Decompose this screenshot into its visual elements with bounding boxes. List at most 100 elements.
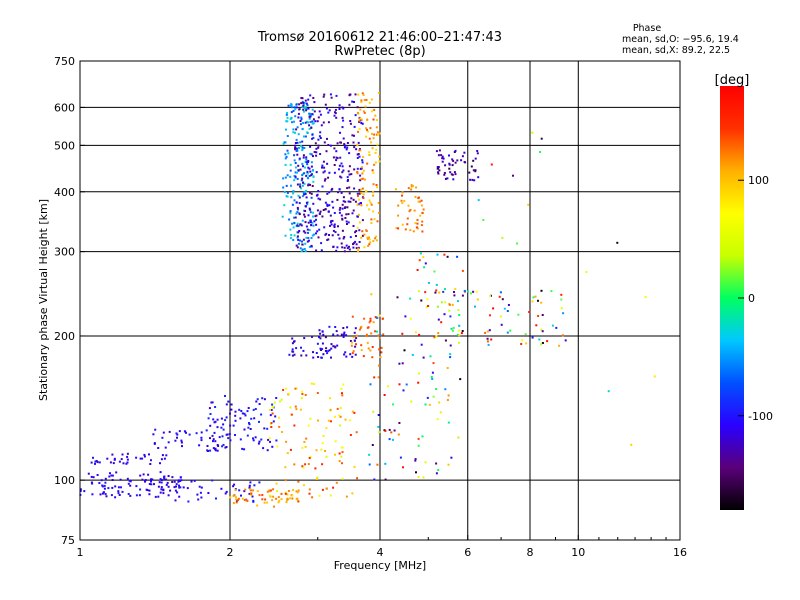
data-point [284,492,287,495]
data-point [300,116,303,119]
data-point [83,490,86,493]
data-point [258,494,261,497]
data-point [315,194,318,197]
data-point [363,246,366,249]
data-point [308,124,311,127]
data-point [317,138,320,141]
data-point [415,186,418,189]
data-point [277,496,280,499]
data-point [294,387,297,390]
data-point [312,351,314,354]
data-point [111,474,114,477]
data-point [486,337,489,340]
data-point [166,481,169,484]
data-point [356,144,359,147]
data-point [283,141,286,144]
data-point [369,241,372,244]
data-point [319,210,322,213]
data-point [336,198,339,201]
data-point [340,455,343,458]
data-point [341,116,344,119]
data-point [294,144,297,147]
data-point [198,485,201,488]
data-point [287,490,290,492]
data-point [114,485,117,488]
y-tick-label: 200 [54,330,75,343]
data-point [285,184,288,187]
data-point [209,437,211,440]
data-point [285,113,288,116]
y-tick-label: 400 [54,186,75,199]
data-point [372,137,375,140]
data-point [307,107,310,110]
data-point [468,171,471,174]
data-point [358,149,361,152]
data-point [102,491,105,494]
data-point [362,156,365,159]
data-point [292,226,295,229]
data-point [367,326,370,329]
data-point [302,156,305,159]
data-point [313,220,316,223]
data-point [286,493,289,496]
data-point [263,501,266,504]
data-point [326,192,329,195]
data-point [341,462,343,465]
data-point [461,269,464,272]
data-point [373,108,376,111]
data-point [388,428,391,431]
data-point [295,490,298,493]
data-point [540,301,543,304]
data-point [177,479,180,482]
data-point [444,164,447,167]
data-point [321,442,324,445]
data-point [141,457,144,460]
data-point [324,178,327,181]
data-point [541,342,544,344]
data-point [94,462,96,465]
data-point [146,489,149,492]
data-point [420,224,423,227]
data-point [535,324,538,327]
data-point [314,120,317,123]
data-point [264,498,267,501]
data-point [238,408,241,411]
data-point [322,333,325,336]
data-point [409,229,412,232]
data-point [348,248,351,251]
data-point [349,434,352,436]
data-point [253,417,256,420]
data-point [310,196,313,199]
data-point [376,220,379,223]
data-point [247,426,250,429]
data-point [448,309,451,312]
data-point [301,106,304,109]
data-point [371,169,374,172]
data-point [235,498,238,501]
data-point [311,173,313,176]
data-point [118,494,121,496]
data-point [474,157,477,160]
data-point [285,155,288,158]
data-point [456,159,459,162]
data-point [307,166,310,169]
data-point [487,343,490,346]
data-point [330,343,333,346]
data-point [306,120,309,123]
data-point [188,433,191,436]
data-point [360,192,363,194]
data-point [355,334,358,337]
data-point [340,214,343,217]
data-point [343,353,346,356]
data-point [324,201,327,204]
data-point [451,158,454,161]
data-point [349,200,352,203]
data-point [329,214,332,217]
data-point [309,145,312,148]
data-point [290,413,293,416]
data-point [180,439,183,442]
data-point [334,231,337,234]
data-point [555,326,558,329]
data-point [286,120,289,123]
data-point [433,270,436,273]
